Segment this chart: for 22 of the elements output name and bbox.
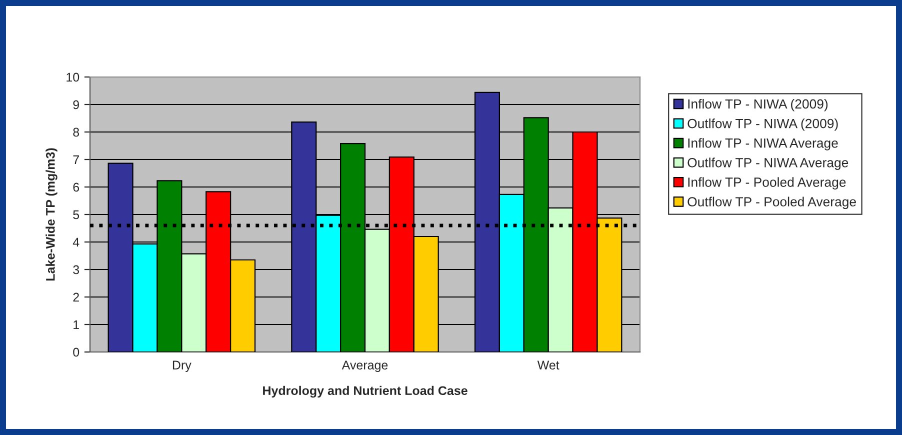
y-tick-label: 3 [73,265,80,274]
y-tick-label: 8 [73,128,80,137]
x-tick-label: Wet [537,360,560,370]
y-tick-label: 6 [73,182,80,192]
y-tick-label: 1 [74,320,79,330]
y-tick-label: 4 [72,238,80,247]
y-tick-label: 9 [73,100,79,110]
y-tick-label: 0 [73,348,80,357]
legend-label: Outflow TP - Pooled Average [688,196,856,210]
y-tick-label: 10 [66,72,80,82]
legend-label: Outlfow TP - NIWA (2009) [688,118,838,131]
y-tick-label: 2 [73,292,79,302]
x-axis-title: Hydrology and Nutrient Load Case [263,386,468,398]
x-tick-label: Dry [172,360,192,372]
x-tick-label: Average [342,360,388,372]
legend-label: Inflow TP - NIWA Average [688,138,838,150]
legend-label: Inflow TP - Pooled Average [688,177,846,190]
y-axis-title: Lake-Wide TP (mg/m3) [46,148,58,281]
legend-label: Inflow TP - NIWA (2009) [688,98,828,112]
y-tick-label: 5 [73,210,80,220]
legend-label: Outlfow TP - NIWA Average [688,158,848,170]
y-tick-label: 7 [73,155,79,164]
